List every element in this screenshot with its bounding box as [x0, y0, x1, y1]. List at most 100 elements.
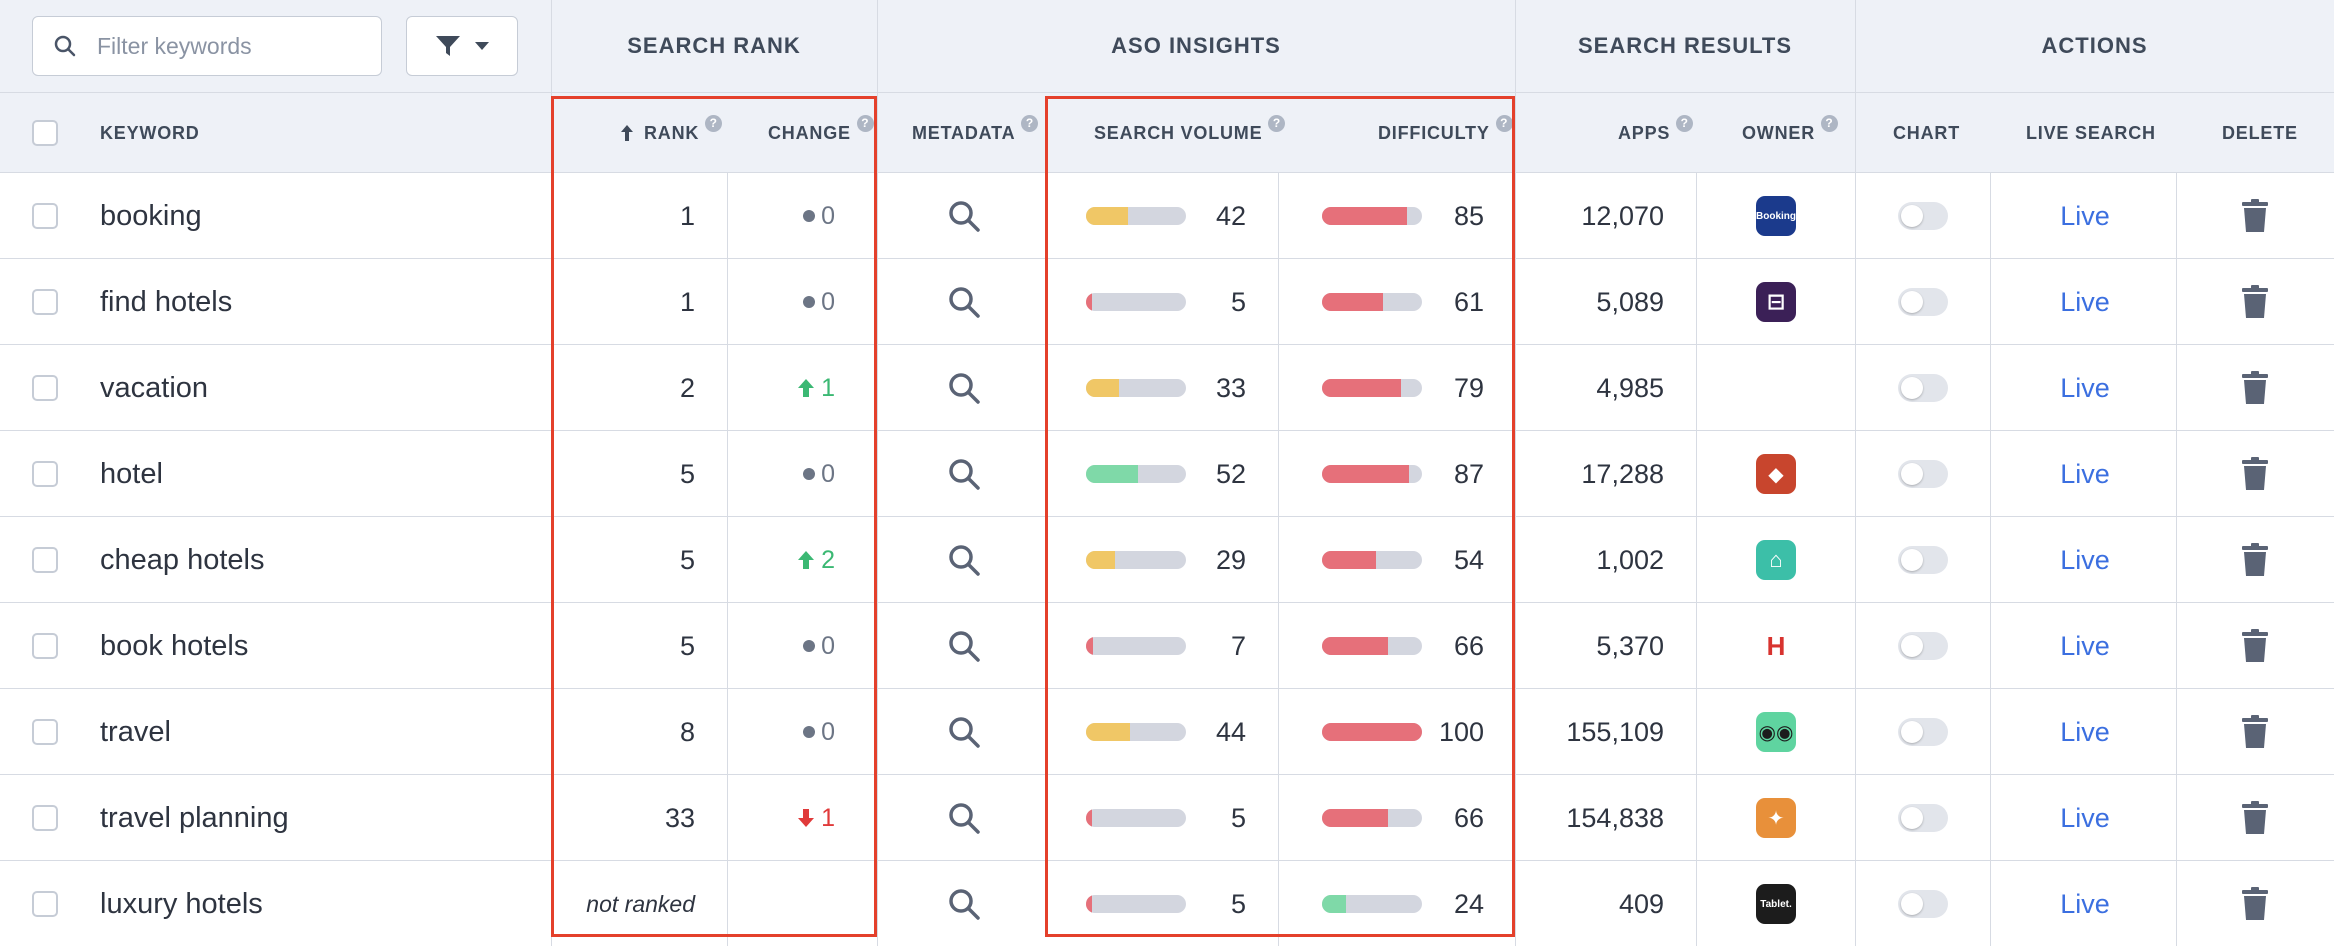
metadata-search-button[interactable]	[944, 603, 984, 689]
neutral-dot-icon	[803, 296, 816, 308]
live-search-link[interactable]: Live	[2060, 458, 2110, 489]
row-checkbox-cell[interactable]	[32, 861, 58, 946]
metadata-search-button[interactable]	[944, 173, 984, 259]
chart-toggle[interactable]	[1898, 718, 1948, 746]
delete-button[interactable]	[2240, 775, 2270, 861]
live-search-link[interactable]: Live	[2060, 802, 2110, 833]
live-search-link[interactable]: Live	[2060, 372, 2110, 403]
chart-toggle-cell[interactable]	[1898, 689, 1948, 775]
search-icon	[949, 287, 980, 318]
search-volume-bar-fill	[1086, 293, 1092, 311]
row-checkbox-cell[interactable]	[32, 259, 58, 345]
help-icon[interactable]: ?	[1676, 114, 1694, 132]
search-volume-bar-fill	[1086, 637, 1093, 655]
live-search-link[interactable]: Live	[2060, 630, 2110, 661]
row-checkbox[interactable]	[32, 805, 58, 831]
metadata-search-button[interactable]	[944, 259, 984, 345]
search-volume-bar-cell	[1086, 173, 1186, 259]
search-volume-bar	[1086, 809, 1186, 827]
search-volume-bar-fill	[1086, 207, 1128, 225]
delete-button[interactable]	[2240, 861, 2270, 946]
chart-toggle-cell[interactable]	[1898, 345, 1948, 431]
col-search-volume[interactable]: SEARCH VOLUME?	[1094, 93, 1286, 173]
chart-toggle-cell[interactable]	[1898, 775, 1948, 861]
delete-button[interactable]	[2240, 259, 2270, 345]
select-all-checkbox[interactable]	[32, 120, 58, 146]
chart-toggle-cell[interactable]	[1898, 259, 1948, 345]
help-icon[interactable]: ?	[856, 114, 874, 132]
delete-button[interactable]	[2240, 173, 2270, 259]
row-checkbox[interactable]	[32, 633, 58, 659]
filter-keywords-input[interactable]: Filter keywords	[32, 16, 382, 76]
row-checkbox-cell[interactable]	[32, 173, 58, 259]
col-owner[interactable]: OWNER?	[1742, 93, 1838, 173]
row-checkbox[interactable]	[32, 289, 58, 315]
row-checkbox-cell[interactable]	[32, 517, 58, 603]
metadata-search-button[interactable]	[944, 345, 984, 431]
row-checkbox-cell[interactable]	[32, 431, 58, 517]
keyword-text: travel planning	[100, 801, 289, 834]
chart-toggle[interactable]	[1898, 202, 1948, 230]
delete-button[interactable]	[2240, 517, 2270, 603]
select-all-checkbox-cell[interactable]	[32, 93, 58, 173]
live-search-link[interactable]: Live	[2060, 200, 2110, 231]
help-icon[interactable]: ?	[705, 114, 723, 132]
metadata-search-button[interactable]	[944, 775, 984, 861]
chart-toggle-cell[interactable]	[1898, 861, 1948, 946]
metadata-search-button[interactable]	[944, 689, 984, 775]
chart-toggle[interactable]	[1898, 460, 1948, 488]
difficulty-value: 24	[1453, 888, 1484, 919]
col-difficulty[interactable]: DIFFICULTY?	[1378, 93, 1513, 173]
metadata-search-button[interactable]	[944, 431, 984, 517]
col-keyword[interactable]: KEYWORD	[100, 93, 200, 173]
row-checkbox[interactable]	[32, 547, 58, 573]
neutral-dot-icon	[803, 210, 816, 222]
row-checkbox[interactable]	[32, 203, 58, 229]
live-search-link[interactable]: Live	[2060, 544, 2110, 575]
chart-toggle[interactable]	[1898, 288, 1948, 316]
chart-toggle[interactable]	[1898, 546, 1948, 574]
live-search-link[interactable]: Live	[2060, 888, 2110, 919]
rank-value: 1	[679, 200, 695, 231]
help-icon[interactable]: ?	[1495, 114, 1513, 132]
metadata-search-button[interactable]	[944, 517, 984, 603]
chart-toggle-cell[interactable]	[1898, 603, 1948, 689]
row-checkbox[interactable]	[32, 461, 58, 487]
help-icon[interactable]: ?	[1021, 114, 1039, 132]
col-live-search-label: LIVE SEARCH	[2026, 122, 2156, 143]
chart-toggle-cell[interactable]	[1898, 517, 1948, 603]
row-checkbox[interactable]	[32, 375, 58, 401]
search-volume-bar-cell	[1086, 345, 1186, 431]
delete-button[interactable]	[2240, 689, 2270, 775]
row-checkbox-cell[interactable]	[32, 345, 58, 431]
chart-toggle[interactable]	[1898, 890, 1948, 918]
chart-toggle[interactable]	[1898, 374, 1948, 402]
col-metadata[interactable]: METADATA?	[912, 93, 1039, 173]
delete-button[interactable]	[2240, 603, 2270, 689]
col-change[interactable]: CHANGE?	[768, 93, 874, 173]
delete-button[interactable]	[2240, 431, 2270, 517]
chart-toggle-cell[interactable]	[1898, 431, 1948, 517]
chart-toggle[interactable]	[1898, 632, 1948, 660]
col-rank[interactable]: RANK?	[620, 93, 723, 173]
help-icon[interactable]: ?	[1268, 114, 1286, 132]
live-search-link[interactable]: Live	[2060, 286, 2110, 317]
search-volume-value: 5	[1230, 286, 1246, 317]
help-icon[interactable]: ?	[1821, 114, 1838, 132]
col-apps[interactable]: APPS?	[1618, 93, 1694, 173]
search-volume-bar-cell	[1086, 259, 1186, 345]
metadata-search-button[interactable]	[944, 861, 984, 946]
row-checkbox[interactable]	[32, 719, 58, 745]
filter-dropdown-button[interactable]	[406, 16, 518, 76]
live-search-link[interactable]: Live	[2060, 716, 2110, 747]
chart-toggle[interactable]	[1898, 804, 1948, 832]
delete-button[interactable]	[2240, 345, 2270, 431]
row-checkbox-cell[interactable]	[32, 603, 58, 689]
row-checkbox[interactable]	[32, 891, 58, 917]
row-checkbox-cell[interactable]	[32, 775, 58, 861]
owner-cell: H	[1756, 603, 1796, 689]
chart-toggle-cell[interactable]	[1898, 173, 1948, 259]
keyword-text: luxury hotels	[100, 887, 263, 920]
row-checkbox-cell[interactable]	[32, 689, 58, 775]
